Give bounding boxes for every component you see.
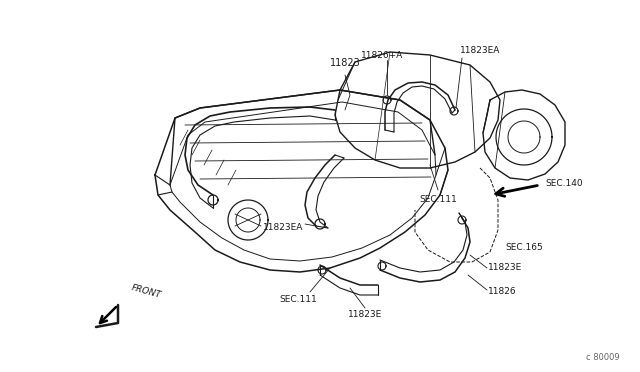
Text: 11823: 11823 (330, 58, 360, 68)
Text: 11823E: 11823E (348, 310, 382, 319)
Text: 11823EA: 11823EA (460, 46, 500, 55)
Text: SEC.111: SEC.111 (279, 295, 317, 304)
Text: 11823E: 11823E (488, 263, 522, 273)
Text: 11823EA: 11823EA (262, 224, 303, 232)
Text: SEC.111: SEC.111 (419, 195, 457, 204)
Text: SEC.165: SEC.165 (505, 244, 543, 253)
Text: c 80009: c 80009 (586, 353, 620, 362)
Text: 11826+A: 11826+A (361, 51, 403, 60)
Text: SEC.140: SEC.140 (545, 179, 582, 187)
Text: 11826: 11826 (488, 288, 516, 296)
Text: FRONT: FRONT (130, 283, 162, 300)
